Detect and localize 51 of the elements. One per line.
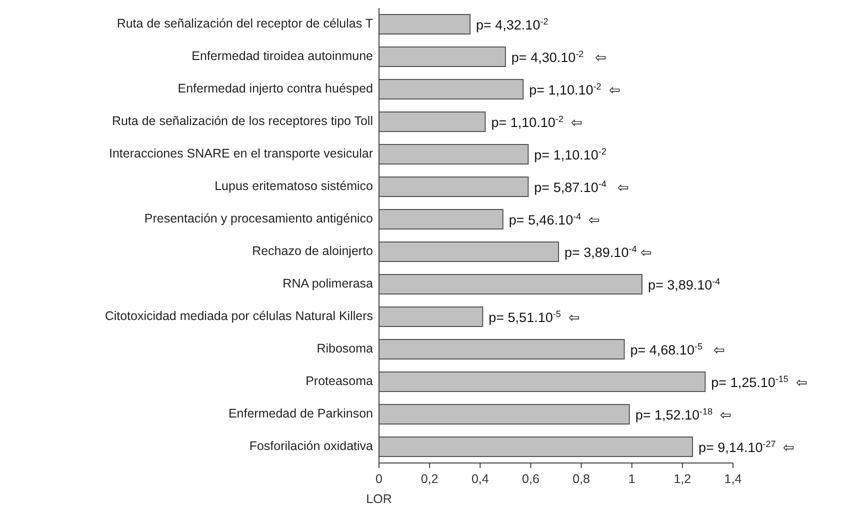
y-tick-label: Rechazo de aloinjerto (252, 244, 374, 258)
bar (378, 339, 625, 360)
bar (378, 372, 706, 392)
text: p= 5,87.10$^{-4}$ ⇦ (534, 178, 630, 195)
y-tick-label: Proteasoma (306, 374, 374, 388)
data-label: p= 1,25.10$^{-15}$ ⇦ (711, 374, 808, 390)
y-tick-label: Ribosoma (316, 342, 374, 356)
data-label: p= 1,10.10$^{-2}$ ⇦ (529, 81, 621, 98)
x-tick-label: 0,6 (522, 472, 540, 486)
bar (378, 404, 630, 424)
x-tick-label: 0 (376, 472, 383, 486)
data-label: p= 3,89.10$^{-4}$ ⇦ (564, 244, 652, 260)
bar (378, 242, 560, 262)
data-label: p= 1,10.10$^{-2}$ ⇦ (491, 114, 583, 130)
y-tick-label: RNA polimerasa (282, 276, 374, 291)
bar (378, 436, 694, 457)
data-label: p= 4,32.10$^{-2}$ (476, 16, 548, 32)
y-tick-label: Ruta de señalización de los receptores tipo Toll (112, 114, 373, 128)
data-label: p= 5,46.10$^{-4}$ ⇦ (508, 211, 601, 228)
y-tick-label: Enfermedad injerto contra huésped (178, 82, 374, 96)
y-tick-label: Enfermedad de Parkinson (228, 406, 374, 421)
data-label: p= 1,52.10$^{-18}$ ⇦ (635, 406, 732, 422)
y-tick-label: Ruta de señalización del receptor de células T (116, 16, 374, 31)
bar (378, 144, 529, 164)
x-tick-label: 0,2 (420, 472, 438, 486)
x-tick-label: 0,4 (471, 472, 489, 486)
x-axis-title: LOR (366, 492, 392, 506)
y-tick-label: Fosforilación oxidativa (249, 439, 374, 454)
bar (378, 14, 471, 34)
x-tick-label: 1,2 (674, 472, 692, 486)
y-tick-label: Citotoxicidad mediada por células Natural Killers (104, 309, 373, 324)
data-label: p= 1,10.10$^{-2}$ (534, 146, 606, 162)
x-tick-label: 1,4 (724, 472, 742, 486)
bar (378, 176, 529, 197)
bar (378, 209, 504, 230)
x-tick-label: 0,8 (572, 472, 590, 486)
y-tick-label: Interacciones SNARE en el transporte vesicular (108, 146, 373, 161)
y-tick-label: Presentación y procesamiento antigénico (144, 212, 374, 226)
y-tick-label: Enfermedad tiroidea autoinmune (192, 49, 374, 64)
y-tick-label: Lupus eritematoso sistémico (214, 179, 374, 194)
bar (378, 306, 484, 327)
bar (378, 46, 506, 67)
text: p= 4,68.10$^{-5}$ ⇦ (630, 341, 726, 358)
data-label: p= 5,51.10$^{-5}$ ⇦ (488, 308, 580, 325)
bar (378, 79, 524, 100)
data-label: p= 3,89.10$^{-4}$ (648, 276, 720, 292)
data-label: p= 9,14.10$^{-27}$ ⇦ (698, 438, 796, 455)
text: p= 4,30.10$^{-2}$ ⇦ (511, 48, 607, 65)
x-tick-label: 1 (628, 472, 636, 486)
bar (378, 112, 486, 132)
bar (378, 274, 642, 294)
